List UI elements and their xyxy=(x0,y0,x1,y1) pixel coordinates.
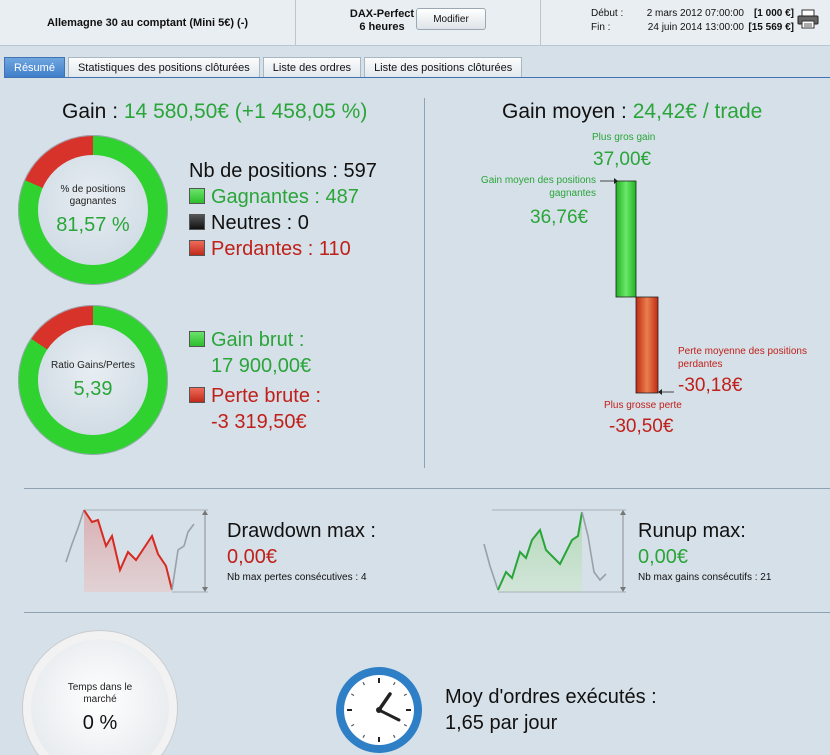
gross-loss-row: Perte brute : xyxy=(189,385,321,408)
runup-value: 0,00€ xyxy=(638,546,689,568)
end-row: Fin : 24 juin 2014 13:00:00 [15 569 €] xyxy=(591,22,794,34)
gross-gain-label: Gain brut : xyxy=(211,329,305,351)
win-rate-ring: % de positions gagnantes 81,57 % xyxy=(18,135,168,285)
gross-gain-row: Gain brut : xyxy=(189,329,304,352)
drawdown-value: 0,00€ xyxy=(227,546,278,568)
section-divider-2 xyxy=(24,612,830,613)
header-bar: Allemagne 30 au comptant (Mini 5€) (-) D… xyxy=(0,0,830,46)
market-time-ring: Temps dans le marché 0 % xyxy=(22,630,178,755)
avg-win-bar xyxy=(615,180,637,298)
winners-text: Gagnantes : 487 xyxy=(211,186,359,208)
strategy-cell: DAX-Perfect 6 heures Modifier xyxy=(296,0,541,46)
end-capital: [15 569 €] xyxy=(748,22,794,33)
max-gain-value: 37,00€ xyxy=(593,149,652,170)
start-row: Début : 2 mars 2012 07:00:00 [1 000 €] xyxy=(591,8,794,20)
orders-label: Moy d'ordres exécutés : xyxy=(445,686,657,708)
summary-panel: Gain : 14 580,50€ (+1 458,05 %) % de pos… xyxy=(4,77,830,755)
gross-gain-swatch xyxy=(189,331,205,347)
runup-chart xyxy=(483,509,626,593)
tab-orders[interactable]: Liste des ordres xyxy=(262,57,362,77)
drawdown-chart xyxy=(65,509,208,593)
positions-total: Nb de positions : 597 xyxy=(189,160,377,182)
avg-loss-bar xyxy=(635,296,659,394)
strategy-title: DAX-Perfect 6 heures xyxy=(342,8,422,34)
neutral-swatch xyxy=(189,214,205,230)
avg-loss-value: -30,18€ xyxy=(678,375,743,396)
strategy-period: 6 heures xyxy=(359,21,405,33)
losers-text: Perdantes : 110 xyxy=(211,238,351,260)
avg-gain-title: Gain moyen : 24,42€ / trade xyxy=(502,100,762,124)
winners-row: Gagnantes : 487 xyxy=(189,186,359,209)
instrument-name: Allemagne 30 au comptant (Mini 5€) (-) xyxy=(46,17,249,29)
gain-title: Gain : 14 580,50€ (+1 458,05 %) xyxy=(62,100,367,124)
tab-closed-stats[interactable]: Statistiques des positions clôturées xyxy=(67,57,260,77)
gross-loss-value: -3 319,50€ xyxy=(211,411,307,433)
end-date: 24 juin 2014 13:00:00 xyxy=(647,22,744,33)
losers-swatch xyxy=(189,240,205,256)
ratio-ring: Ratio Gains/Pertes 5,39 xyxy=(18,305,168,455)
neutral-row: Neutres : 0 xyxy=(189,212,309,235)
winners-swatch xyxy=(189,188,205,204)
avg-win-label: Gain moyen des positions gagnantes xyxy=(480,175,596,199)
drawdown-sub: Nb max pertes consécutives : 4 xyxy=(227,572,367,583)
start-capital: [1 000 €] xyxy=(753,8,794,19)
ratio-value: 5,39 xyxy=(73,377,113,400)
runup-sub: Nb max gains consécutifs : 21 xyxy=(638,572,772,583)
section-divider-1 xyxy=(24,488,830,489)
dates-cell: Début : 2 mars 2012 07:00:00 [1 000 €] Fin… xyxy=(541,0,830,46)
runup-label: Runup max: xyxy=(638,520,746,542)
avg-loss-label: Perte moyenne des positions perdantes xyxy=(678,346,807,370)
drawdown-label: Drawdown max : xyxy=(227,520,376,542)
tab-closed-positions[interactable]: Liste des positions clôturées xyxy=(364,57,523,77)
tab-bar: Résumé Statistiques des positions clôtur… xyxy=(4,57,525,77)
instrument-cell: Allemagne 30 au comptant (Mini 5€) (-) xyxy=(0,0,296,46)
orders-value: 1,65 par jour xyxy=(445,712,558,734)
avg-gain-value: 24,42€ / trade xyxy=(632,100,763,123)
avg-gain-label: Gain moyen : xyxy=(502,100,627,123)
avg-win-value: 36,76€ xyxy=(530,207,589,228)
gross-gain-value: 17 900,00€ xyxy=(211,355,312,377)
start-date: 2 mars 2012 07:00:00 xyxy=(646,8,744,19)
ratio-caption: Ratio Gains/Pertes xyxy=(51,359,135,371)
gain-value: 14 580,50€ (+1 458,05 %) xyxy=(123,100,368,123)
win-rate-value: 81,57 % xyxy=(56,213,130,236)
ratio-center: Ratio Gains/Pertes 5,39 xyxy=(38,325,148,435)
gross-loss-swatch xyxy=(189,387,205,403)
avg-gain-bars xyxy=(600,178,674,395)
column-divider xyxy=(424,98,425,468)
gross-loss-label: Perte brute : xyxy=(211,385,322,407)
tab-resume[interactable]: Résumé xyxy=(4,57,65,77)
market-time-caption: Temps dans le marché xyxy=(67,681,133,705)
clock-icon xyxy=(336,667,422,753)
win-rate-caption: % de positions gagnantes xyxy=(60,183,126,207)
market-time-value: 0 % xyxy=(82,711,118,734)
win-rate-center: % de positions gagnantes 81,57 % xyxy=(38,155,148,265)
max-gain-label: Plus gros gain xyxy=(592,132,656,143)
neutral-text: Neutres : 0 xyxy=(211,212,309,234)
max-loss-label: Plus grosse perte xyxy=(604,400,682,411)
max-loss-value: -30,50€ xyxy=(609,416,674,437)
market-time-center: Temps dans le marché 0 % xyxy=(31,639,169,755)
strategy-name: DAX-Perfect xyxy=(349,8,415,20)
modify-button[interactable]: Modifier xyxy=(416,8,486,30)
start-label: Début : xyxy=(591,8,624,19)
end-label: Fin : xyxy=(591,22,611,33)
printer-icon[interactable] xyxy=(797,9,819,29)
gain-label: Gain : xyxy=(62,100,119,123)
losers-row: Perdantes : 110 xyxy=(189,238,351,261)
